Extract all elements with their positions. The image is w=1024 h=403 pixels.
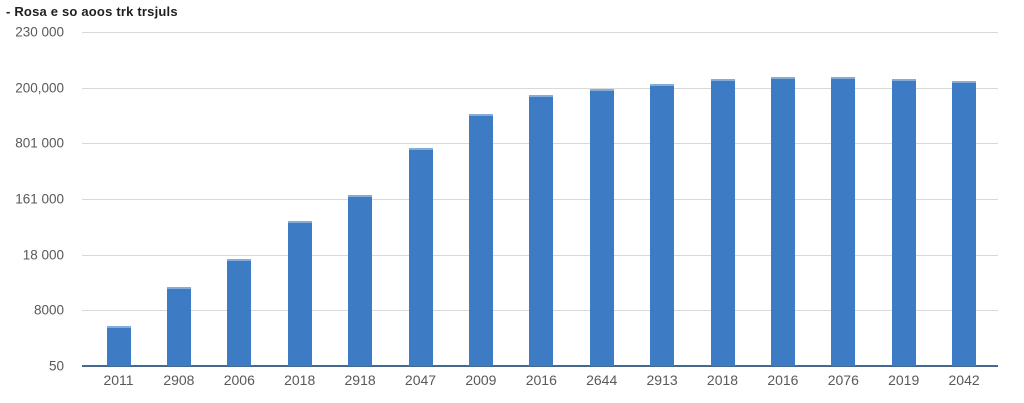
y-tick-label: 8000 [33,302,64,318]
gridline [82,32,998,33]
x-tick-label: 2016 [525,372,557,388]
bar-2006 [227,258,252,366]
y-tick-label: 801 000 [15,135,64,151]
y-tick-label: 200,000 [15,80,64,96]
bar-2018 [287,221,312,366]
bar-2908 [166,286,191,366]
bar-2016 [529,94,554,366]
gridline [82,87,998,89]
x-tick-label: 2019 [888,372,920,388]
y-tick-label: 18 000 [22,247,64,263]
bar-2913 [650,83,675,366]
bar-2076 [831,76,856,366]
x-tick-label: 2644 [586,372,618,388]
bar-2018 [710,79,735,366]
x-tick-label: 2076 [827,372,859,388]
y-tick-label: 230 000 [15,24,64,40]
x-tick-label: 2918 [344,372,376,388]
x-tick-label: 2011 [103,372,134,388]
bar-2016 [770,76,795,366]
x-tick-label: 2047 [404,372,437,388]
x-tick-label: 2006 [223,372,255,388]
x-tick-label: 2042 [948,372,980,388]
y-tick-label: 50 [48,358,64,374]
x-axis-line [82,365,998,367]
x-tick-label: 2018 [706,372,739,388]
y-tick-label: 161 000 [15,191,64,207]
bar-2047 [408,147,433,366]
x-tick-label: 2018 [284,372,316,388]
bar-2918 [348,194,373,366]
plot-area [82,32,998,367]
x-tick-label: 2009 [465,372,497,388]
bar-2042 [952,80,977,366]
bar-2011 [106,325,131,366]
x-tick-label: 2016 [767,372,799,388]
bar-2644 [589,89,614,366]
x-tick-label: 2913 [646,372,678,388]
x-tick-label: 2908 [163,372,195,388]
bar-2009 [468,114,493,366]
chart-title: - Rosa e so aoos trk trsjuls [6,4,178,19]
bar-2019 [891,79,916,366]
